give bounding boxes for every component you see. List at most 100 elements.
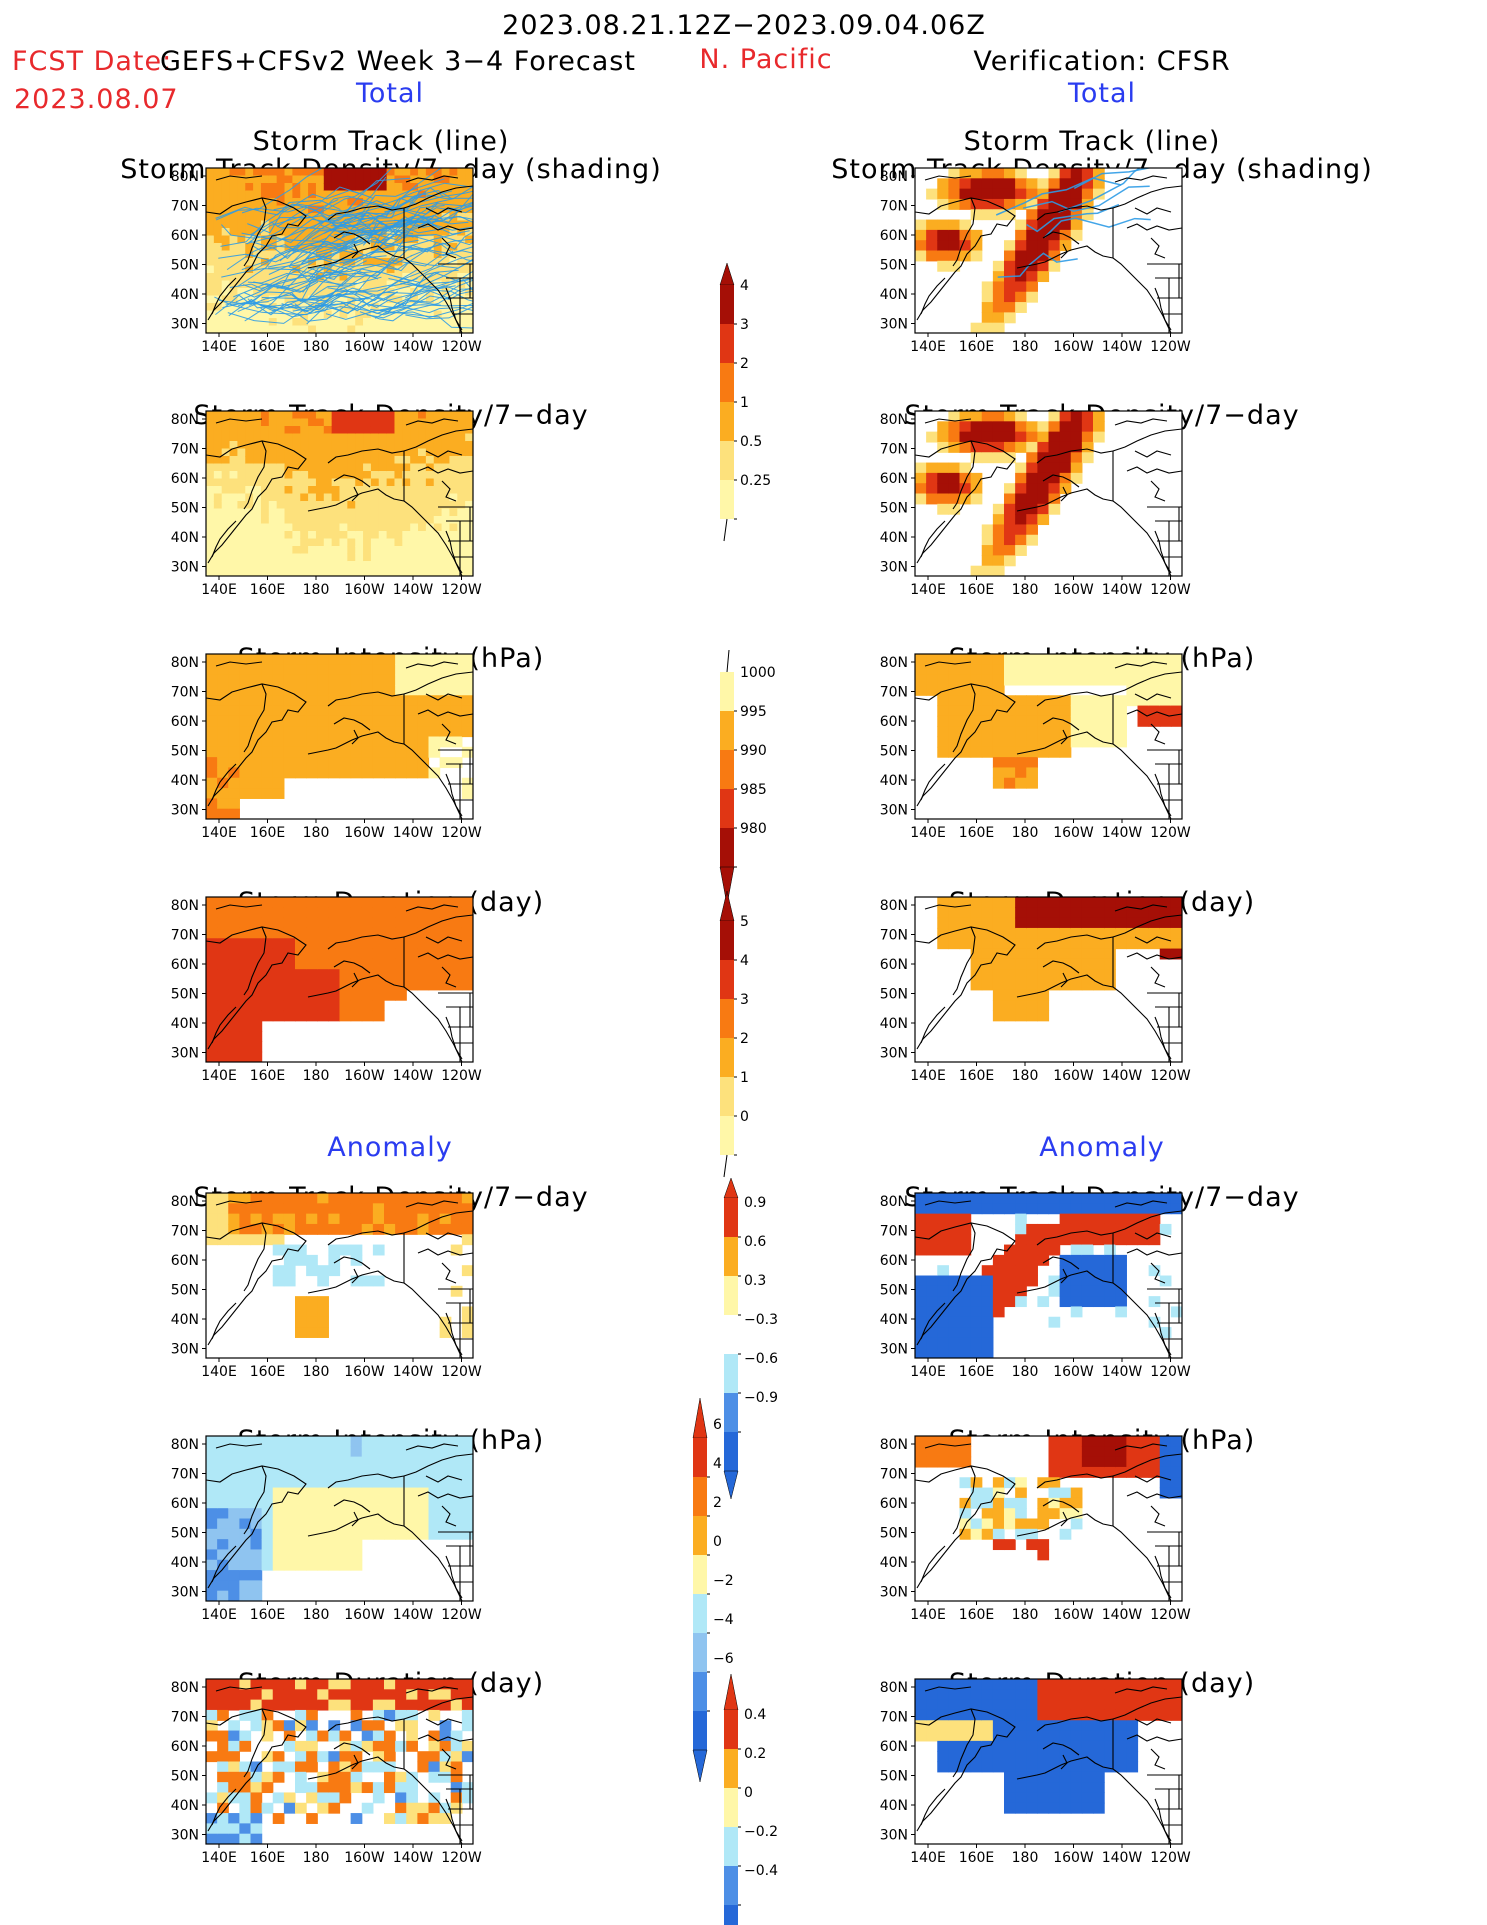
lon-tick-label: 180 bbox=[1012, 1364, 1039, 1380]
map-panel-left-4: 140E 160E 180 160W 140W 120W 80N 70N 60N 50N 40N 30… bbox=[171, 1192, 482, 1380]
lon-tick-label: 160W bbox=[344, 1364, 385, 1380]
lon-tick-label: 180 bbox=[303, 1364, 330, 1380]
lat-tick-label: 70N bbox=[880, 1224, 908, 1240]
colorbar-label: 1000 bbox=[740, 665, 776, 681]
lon-tick-label: 140W bbox=[393, 339, 434, 355]
lon-tick-label: 160E bbox=[250, 1068, 286, 1084]
lon-tick-label: 180 bbox=[303, 582, 330, 598]
lat-tick-label: 70N bbox=[880, 928, 908, 944]
lon-tick-label: 160W bbox=[1053, 1068, 1094, 1084]
map-panel-right-4: 140E 160E 180 160W 140W 120W 80N 70N 60N 50N 40N 30… bbox=[880, 1192, 1191, 1380]
lon-tick-label: 120W bbox=[441, 825, 482, 841]
lat-tick-label: 60N bbox=[880, 714, 908, 730]
lat-tick-label: 70N bbox=[171, 1224, 199, 1240]
colorbar-label: −0.6 bbox=[744, 1351, 778, 1367]
lon-tick-label: 140E bbox=[910, 1068, 946, 1084]
lon-tick-label: 180 bbox=[1012, 1850, 1039, 1866]
lat-tick-label: 80N bbox=[171, 1680, 199, 1696]
lon-tick-label: 180 bbox=[1012, 1607, 1039, 1623]
colorbar-label: 5 bbox=[740, 914, 749, 930]
lon-tick-label: 180 bbox=[303, 1068, 330, 1084]
lat-tick-label: 30N bbox=[880, 1342, 908, 1358]
colorbar-label: 3 bbox=[740, 317, 749, 333]
lat-tick-label: 70N bbox=[880, 199, 908, 215]
colorbar-label: 3 bbox=[740, 992, 749, 1008]
anomaly-label-right: Anomaly bbox=[1039, 1132, 1165, 1163]
lon-tick-label: 140W bbox=[393, 1364, 434, 1380]
lon-tick-label: 140E bbox=[201, 1850, 237, 1866]
panel-title-track-line-right: Storm Track (line) bbox=[963, 126, 1221, 157]
lat-tick-label: 30N bbox=[171, 317, 199, 333]
lon-tick-label: 160W bbox=[344, 1850, 385, 1866]
lat-tick-label: 50N bbox=[880, 1769, 908, 1785]
lon-tick-label: 160E bbox=[959, 1068, 995, 1084]
lon-tick-label: 140W bbox=[1102, 1850, 1143, 1866]
colorbar-label: 990 bbox=[740, 743, 767, 759]
colorbar-label: 0.25 bbox=[740, 473, 771, 489]
lat-tick-label: 70N bbox=[880, 442, 908, 458]
lat-tick-label: 30N bbox=[171, 1046, 199, 1062]
lat-tick-label: 50N bbox=[880, 1283, 908, 1299]
lat-tick-label: 50N bbox=[171, 1283, 199, 1299]
colorbar-label: 985 bbox=[740, 782, 767, 798]
lat-tick-label: 30N bbox=[171, 560, 199, 576]
lon-tick-label: 120W bbox=[441, 582, 482, 598]
lon-tick-label: 120W bbox=[1150, 1850, 1191, 1866]
lon-tick-label: 120W bbox=[1150, 1607, 1191, 1623]
colorbar-label: 0.4 bbox=[744, 1707, 766, 1723]
lat-tick-label: 40N bbox=[171, 1312, 199, 1328]
lat-tick-label: 60N bbox=[880, 1253, 908, 1269]
lat-tick-label: 80N bbox=[171, 898, 199, 914]
map-panel-left-3: 140E 160E 180 160W 140W 120W 80N 70N 60N 50N 40N 30… bbox=[171, 896, 482, 1084]
fcst-label: FCST Date: bbox=[12, 46, 173, 77]
lat-tick-label: 80N bbox=[171, 169, 199, 185]
lat-tick-label: 40N bbox=[171, 1555, 199, 1571]
lat-tick-label: 80N bbox=[171, 1437, 199, 1453]
lon-tick-label: 180 bbox=[303, 825, 330, 841]
lat-tick-label: 50N bbox=[880, 501, 908, 517]
lat-tick-label: 60N bbox=[171, 714, 199, 730]
colorbar-label: 4 bbox=[740, 953, 749, 969]
colorbar-label: 4 bbox=[713, 1456, 722, 1472]
lat-tick-label: 60N bbox=[171, 957, 199, 973]
map-panel-left-0: 140E 160E 180 160W 140W 120W 80N 70N 60N 50N 40N 30… bbox=[171, 167, 482, 355]
period-title: 2023.08.21.12Z−2023.09.04.06Z bbox=[502, 10, 986, 41]
lat-tick-label: 60N bbox=[880, 1739, 908, 1755]
lat-tick-label: 60N bbox=[171, 228, 199, 244]
colorbar-label: −4 bbox=[713, 1612, 734, 1628]
lon-tick-label: 160E bbox=[959, 339, 995, 355]
lat-tick-label: 30N bbox=[171, 1585, 199, 1601]
lat-tick-label: 30N bbox=[880, 803, 908, 819]
lat-tick-label: 80N bbox=[880, 1194, 908, 1210]
lat-tick-label: 70N bbox=[171, 1710, 199, 1726]
lon-tick-label: 120W bbox=[441, 1607, 482, 1623]
colorbar-label: 0 bbox=[713, 1534, 722, 1550]
lat-tick-label: 40N bbox=[880, 1555, 908, 1571]
lat-tick-label: 60N bbox=[880, 471, 908, 487]
lat-tick-label: 80N bbox=[171, 1194, 199, 1210]
lon-tick-label: 160W bbox=[1053, 825, 1094, 841]
lon-tick-label: 120W bbox=[1150, 1068, 1191, 1084]
lon-tick-label: 140E bbox=[910, 1607, 946, 1623]
lat-tick-label: 40N bbox=[171, 287, 199, 303]
verification-title: Verification: CFSR bbox=[973, 46, 1231, 77]
anomaly-label-left: Anomaly bbox=[327, 1132, 453, 1163]
lat-tick-label: 70N bbox=[171, 685, 199, 701]
lat-tick-label: 40N bbox=[880, 287, 908, 303]
lon-tick-label: 160E bbox=[250, 825, 286, 841]
lat-tick-label: 30N bbox=[880, 317, 908, 333]
lon-tick-label: 120W bbox=[1150, 339, 1191, 355]
lat-tick-label: 50N bbox=[171, 744, 199, 760]
colorbar-label: 2 bbox=[740, 356, 749, 372]
lon-tick-label: 140W bbox=[393, 1068, 434, 1084]
lat-tick-label: 30N bbox=[171, 1342, 199, 1358]
lon-tick-label: 120W bbox=[441, 339, 482, 355]
lat-tick-label: 50N bbox=[880, 744, 908, 760]
lat-tick-label: 40N bbox=[171, 1798, 199, 1814]
colorbar-label: 0.2 bbox=[744, 1746, 766, 1762]
lon-tick-label: 140E bbox=[910, 1850, 946, 1866]
colorbar-label: −0.3 bbox=[744, 1312, 778, 1328]
lat-tick-label: 50N bbox=[880, 1526, 908, 1542]
lat-tick-label: 70N bbox=[880, 685, 908, 701]
